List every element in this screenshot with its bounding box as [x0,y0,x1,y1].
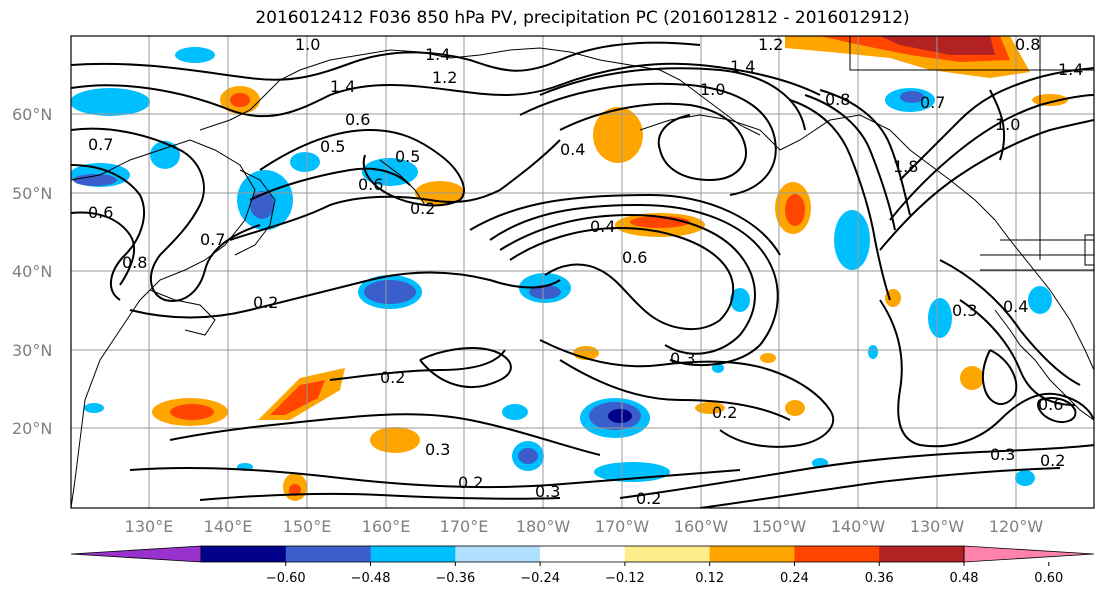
lon-label: 140°W [831,517,886,536]
lon-label: 150°E [283,517,332,536]
colorbar-segment [794,546,880,562]
lon-label: 130°E [125,517,174,536]
contour-label: 0.5 [395,147,420,166]
contour-label: 0.6 [1038,395,1063,414]
contour-label: 1.4 [330,77,355,96]
contour-label: 0.6 [622,248,647,267]
colorbar-tick-label: 0.12 [695,571,724,586]
colorbar-segment [201,546,287,562]
contour-label: 0.6 [358,175,383,194]
contour-label: 0.2 [253,293,278,312]
colorbar-segment [879,546,965,562]
contour-label: 1.4 [1058,60,1083,79]
contour-label: 0.2 [712,403,737,422]
lat-label: 60°N [12,105,52,124]
contour-label: 1.2 [432,68,457,87]
contour-label: 0.7 [920,93,945,112]
contour-label: 0.2 [1040,451,1065,470]
contour-label: 0.4 [1003,297,1028,316]
colorbar-tick-label: 0.60 [1034,571,1063,586]
lat-label: 20°N [12,419,52,438]
contour-label: 0.5 [320,137,345,156]
contour-label: 1.0 [995,115,1020,134]
contour-label: 0.4 [560,140,585,159]
colorbar-frame [200,545,965,563]
contour-label: 0.2 [410,199,435,218]
colorbar-tick-label: 0.24 [780,571,809,586]
colorbar-tick-label: −0.48 [351,571,391,586]
colorbar-tick-label: 0.48 [950,571,979,586]
contour-label: 0.6 [88,203,113,222]
contour-label: 0.3 [535,482,560,501]
contour-label: 0.8 [1015,35,1040,54]
colorbar: −0.60 −0.48 −0.36 −0.24 −0.12 0.12 0.24 0.36 0.4… [70,545,1095,586]
contour-label: 0.2 [458,473,483,492]
colorbar-segment [370,546,456,562]
colorbar-segment [540,546,626,562]
map-frame [70,35,1095,509]
colorbar-tick-label: −0.36 [435,571,475,586]
colorbar-segment [285,546,372,562]
lon-label: 170°E [440,517,489,536]
contour-label: 0.4 [590,217,615,236]
contour-label: 0.3 [425,440,450,459]
colorbar-segment [455,546,541,562]
colorbar-segment [709,546,795,562]
contour-label: 1.0 [295,35,320,54]
colorbar-tick-label: 0.36 [865,571,894,586]
colorbar-tick-label: −0.24 [520,571,560,586]
latitude-labels: 60°N 50°N 40°N 30°N 20°N [12,105,52,438]
lon-label: 180°W [516,517,571,536]
lon-label: 140°E [204,517,253,536]
contour-label: 1.0 [700,80,725,99]
longitude-labels: 130°E 140°E 150°E 160°E 170°E 180°W 170°… [125,517,1044,536]
contour-label: 1.4 [425,45,450,64]
contour-label: 1.2 [758,35,783,54]
lon-label: 130°W [910,517,965,536]
map-title: 2016012412 F036 850 hPa PV, precipitatio… [255,8,910,28]
lon-label: 150°W [752,517,807,536]
contour-label: 0.2 [380,368,405,387]
contour-label: 1.4 [730,57,755,76]
contour-label: 0.3 [990,445,1015,464]
lat-label: 50°N [12,184,52,203]
colorbar-extend-low [70,545,202,563]
lon-label: 120°W [989,517,1044,536]
contour-label: 0.8 [122,253,147,272]
contour-label: 1.8 [893,157,918,176]
contour-labels: 1.0 1.4 1.2 1.4 1.0 1.4 1.2 0.8 1.4 0.8 … [88,35,1083,508]
lon-label: 170°W [595,517,650,536]
colorbar-extend-high [963,545,1095,563]
pv-contours [71,41,1094,508]
contour-label: 0.7 [200,230,225,249]
contour-label: 0.3 [670,349,695,368]
coastlines [71,36,1094,508]
contour-label: 0.2 [636,489,661,508]
colorbar-segment [624,546,711,562]
lat-label: 40°N [12,262,52,281]
contour-label: 0.3 [952,301,977,320]
precip-shading [71,36,1068,501]
lon-label: 160°E [362,517,411,536]
colorbar-tick-label: −0.12 [605,571,645,586]
lon-label: 160°W [674,517,729,536]
colorbar-tick-label: −0.60 [266,571,306,586]
contour-label: 0.8 [825,90,850,109]
contour-label: 0.6 [345,110,370,129]
contour-label: 0.7 [88,135,113,154]
lat-label: 30°N [12,341,52,360]
